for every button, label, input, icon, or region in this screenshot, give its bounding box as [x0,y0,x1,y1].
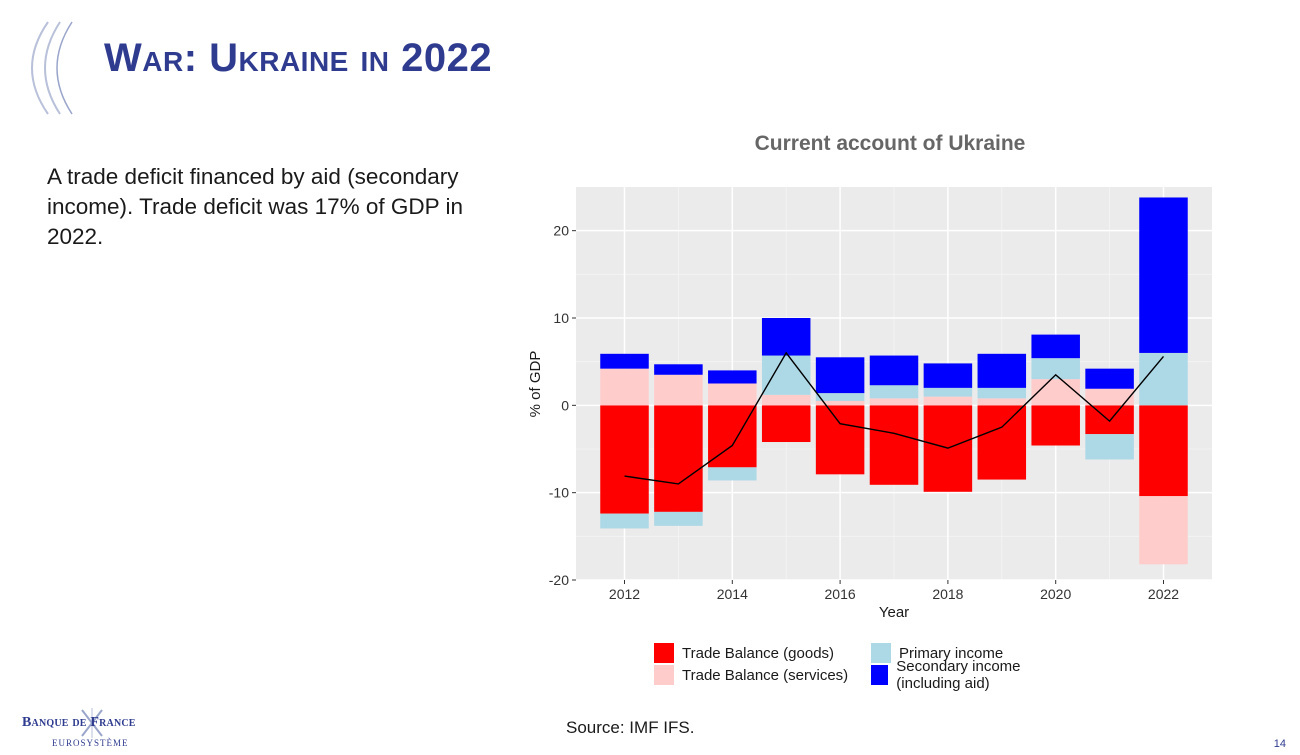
bar-segment [1085,368,1134,389]
legend-swatch-primary [871,643,891,663]
legend-swatch-goods [654,643,674,663]
bar-segment [600,513,649,529]
legend-item-secondary: Secondary income (including aid) [871,658,1088,692]
y-axis-title: % of GDP [527,351,544,418]
x-tick-label: 2012 [609,586,640,602]
bar-segment [600,368,649,406]
page-number: 14 [1273,738,1286,750]
legend-item-primary: Primary income [871,643,1088,663]
bar-segment [923,363,973,388]
decorative-parentheses-icon [31,21,73,115]
bar-segment [761,394,811,406]
bar-segment [977,387,1027,399]
legend-label-primary: Primary income [899,644,1004,662]
legend-label-services: Trade Balance (services) [682,666,849,684]
bar-segment [977,353,1027,388]
axes: -20 -10 0 10 20 2012 2014 2016 2018 2020 2022 [549,223,1180,602]
y-tick-label: 10 [553,310,569,326]
x-tick-label: 2016 [825,586,856,602]
bar-segment [1085,388,1134,406]
bar-segment [977,398,1027,406]
x-tick-label: 2020 [1040,586,1071,602]
x-tick-label: 2018 [932,586,963,602]
bar-segment [869,405,919,485]
bar-segment [708,370,757,384]
bar-segment [600,353,649,369]
bar-segment [815,357,865,394]
bar-segment [761,405,811,443]
bar-segment [708,467,757,481]
legend-swatch-services [654,665,674,685]
source-note: Source: IMF IFS. [566,718,695,737]
x-tick-label: 2022 [1148,586,1179,602]
logo-subtext: EUROSYSTÈME [52,738,129,748]
legend-item-goods: Trade Balance (goods) [654,643,871,663]
logo-emblem-icon [81,708,103,738]
bar-segment [1085,405,1134,435]
bar-segment [654,405,703,512]
bar-segment [815,400,865,406]
chart-title: Current account of Ukraine [754,132,1026,155]
bars [600,197,1188,565]
legend-label-secondary: Secondary income (including aid) [896,658,1021,692]
legend-item-services: Trade Balance (services) [654,665,871,685]
body-text: A trade deficit financed by aid (seconda… [47,164,464,249]
bar-segment [923,387,973,397]
y-tick-label: -10 [549,485,569,501]
bar-segment [600,405,649,514]
legend: Trade Balance (goods) Primary income Tra… [654,642,1088,692]
legend-swatch-secondary [871,665,889,685]
bar-segment [1031,358,1080,380]
y-tick-label: -20 [549,572,569,588]
current-account-chart: -20 -10 0 10 20 2012 2014 2016 2018 2020 2022 Year… [527,187,1212,621]
bar-segment [654,511,703,526]
bar-segment [815,393,865,401]
y-tick-label: 0 [561,397,569,413]
x-tick-label: 2014 [717,586,748,602]
bar-segment [1139,197,1188,353]
bar-segment [761,318,811,356]
bar-segment [708,383,757,406]
legend-label-goods: Trade Balance (goods) [682,644,835,662]
bar-segment [654,374,703,406]
bar-segment [869,398,919,406]
bar-segment [1031,379,1080,406]
bar-segment [1139,352,1188,406]
bar-segment [654,364,703,375]
current-account-line [624,351,1165,485]
bar-segment [815,405,865,475]
bar-segment [1085,434,1134,460]
bar-segment [1031,405,1080,446]
logo-name: Banque de France [22,715,136,730]
slide-title: War: Ukraine in 2022 [104,36,493,80]
banque-de-france-logo: Banque de France EUROSYSTÈME [18,708,163,752]
x-axis-title: Year [879,604,909,621]
y-tick-label: 20 [553,223,569,239]
bar-segment [1139,405,1188,497]
bar-segment [869,385,919,399]
bar-segment [869,355,919,386]
bar-segment [977,405,1027,480]
bar-segment [1031,334,1080,359]
bar-segment [923,396,973,406]
line-layer [624,351,1165,485]
bar-segment [1139,496,1188,565]
